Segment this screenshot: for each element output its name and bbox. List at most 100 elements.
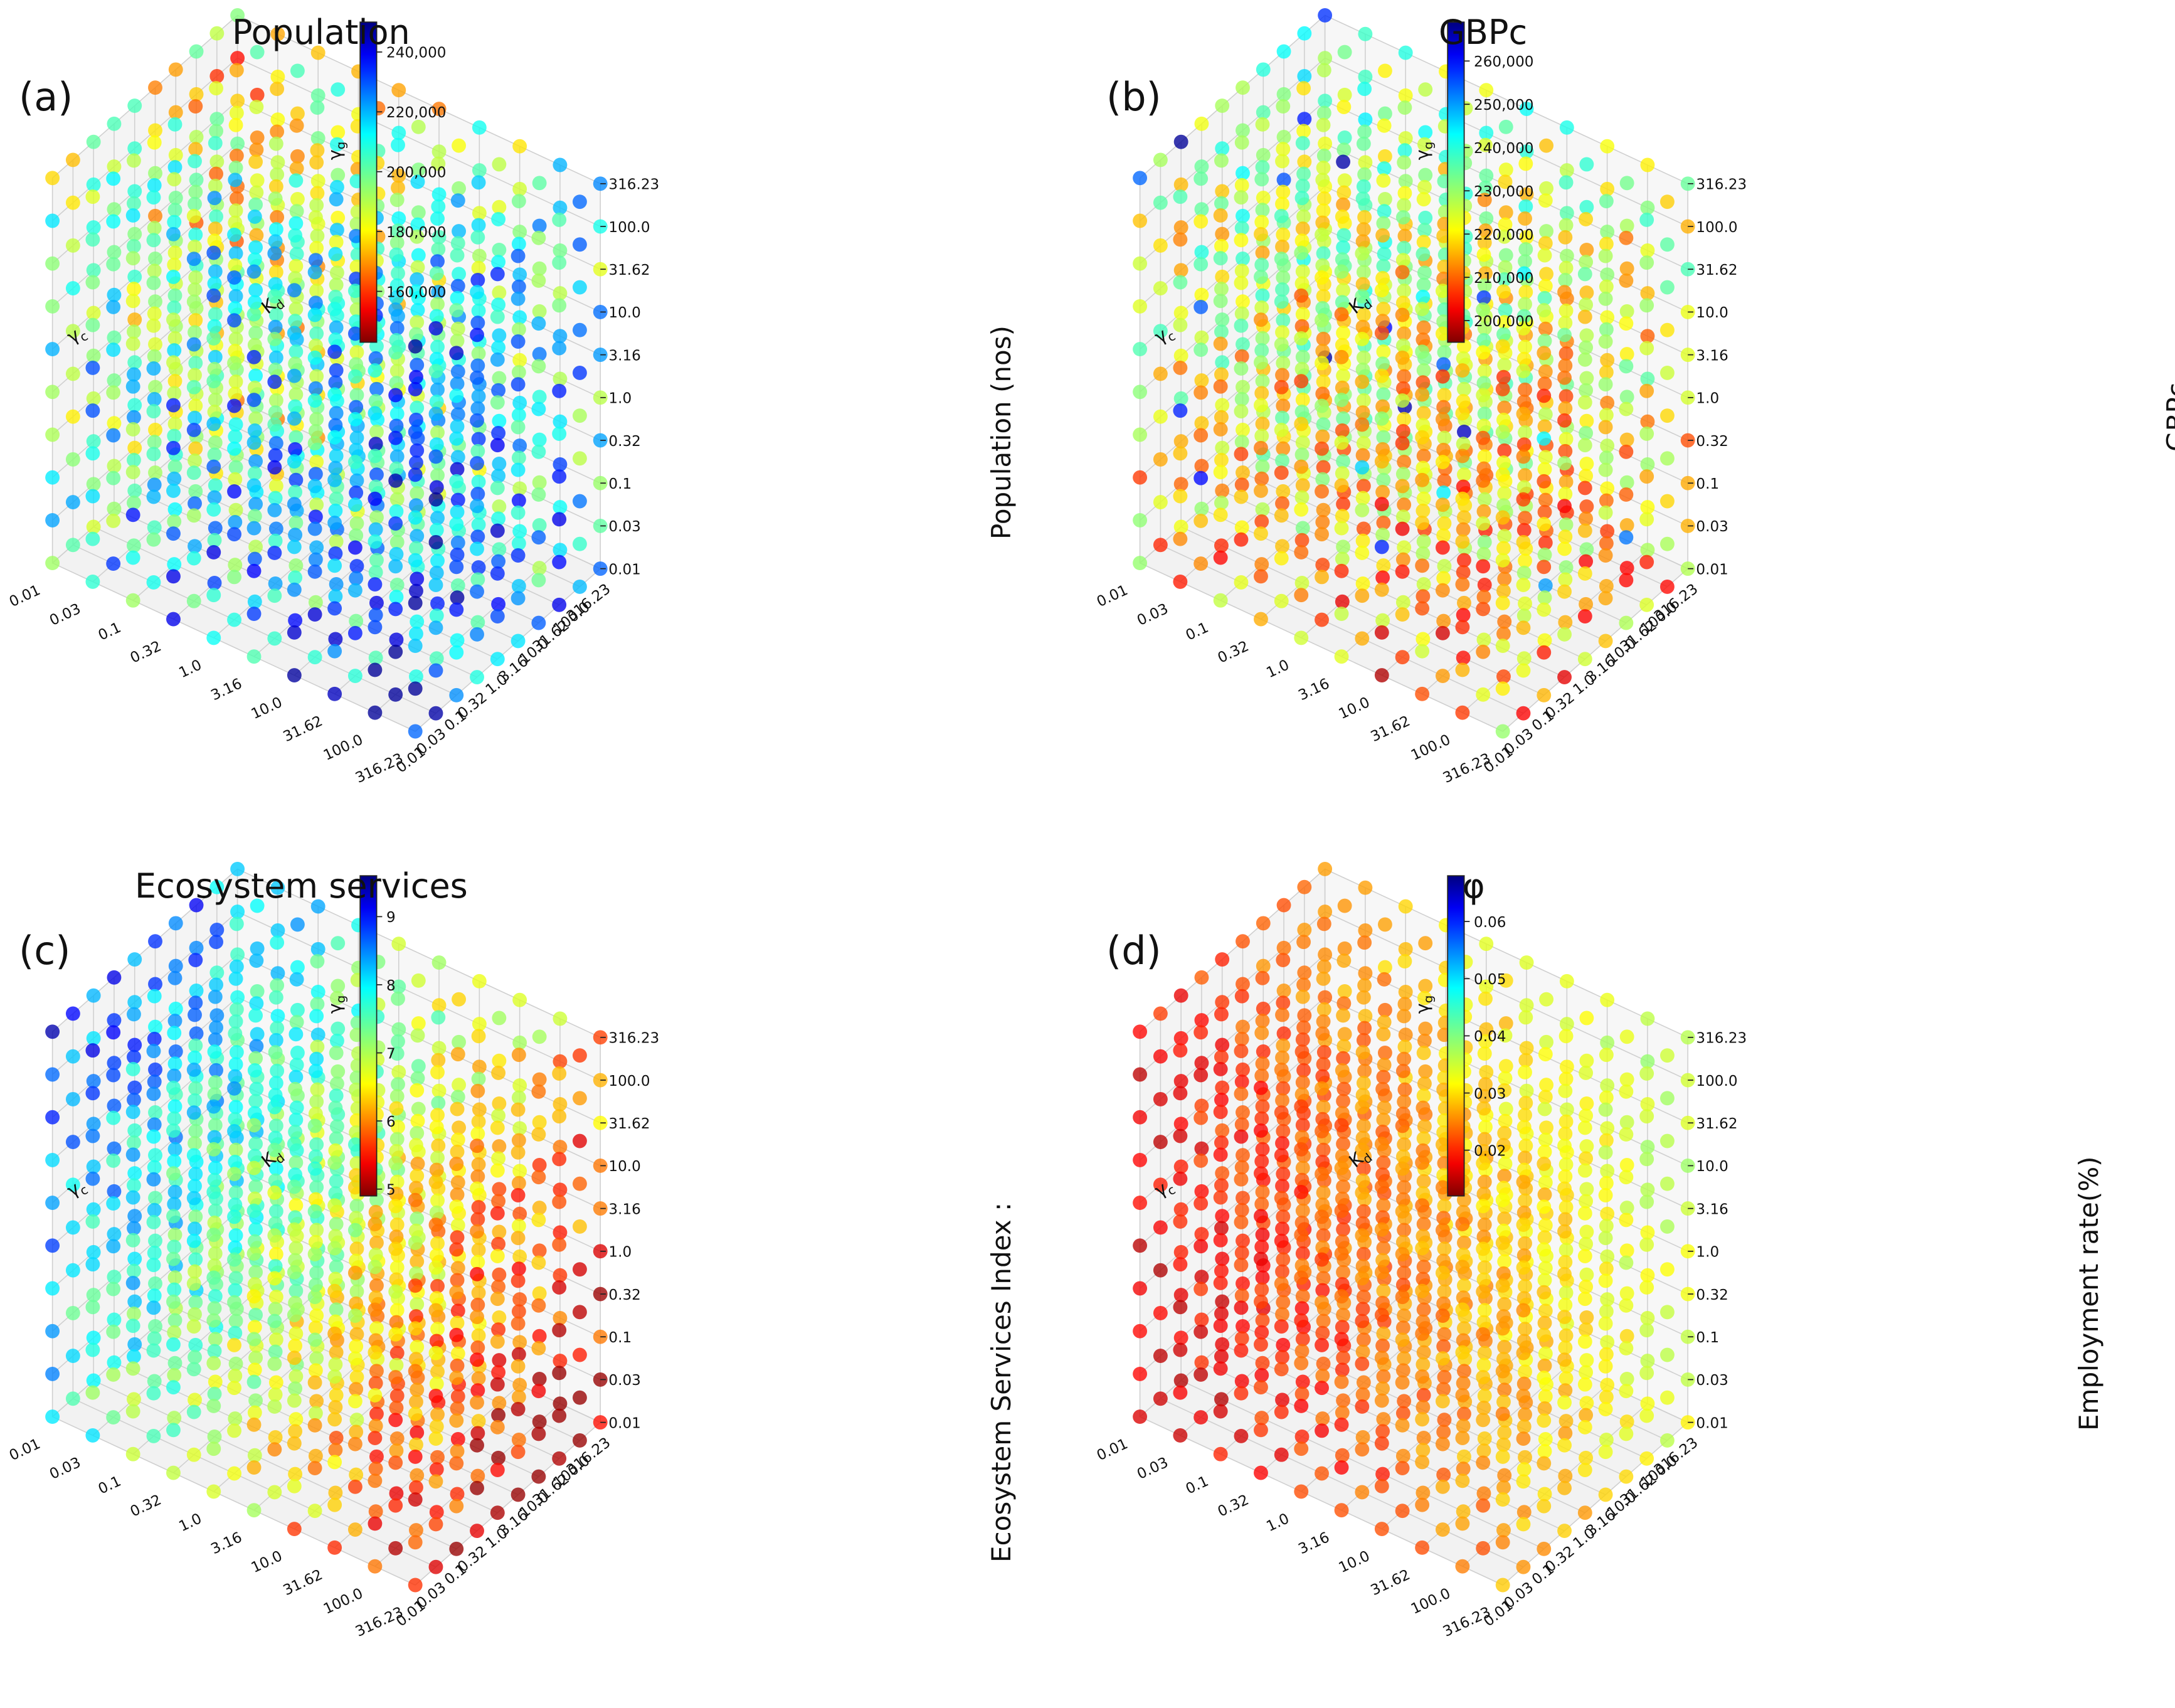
data-point: [1193, 342, 1208, 357]
x-tick-label: 0.1: [96, 620, 124, 644]
data-point: [1375, 1223, 1389, 1237]
data-point: [1133, 385, 1147, 399]
data-point: [1355, 460, 1369, 475]
data-point: [106, 1239, 120, 1253]
data-point: [348, 1480, 362, 1494]
data-point: [1173, 403, 1187, 418]
data-point: [429, 620, 443, 635]
data-point: [1234, 575, 1249, 590]
data-point: [552, 469, 566, 484]
data-point: [470, 1182, 484, 1196]
data-point: [1578, 1206, 1592, 1221]
x-tick-label: 0.03: [1135, 601, 1171, 629]
data-point: [147, 361, 161, 376]
data-point: [247, 1289, 262, 1303]
data-point: [247, 307, 262, 322]
data-point: [1557, 542, 1572, 556]
data-point: [267, 1399, 282, 1414]
data-point: [147, 1215, 161, 1229]
z-tick-label: 3.16: [608, 1201, 640, 1217]
data-point: [1133, 1196, 1147, 1210]
data-point: [1415, 644, 1429, 659]
data-point: [227, 613, 241, 627]
data-point: [1133, 342, 1147, 356]
data-point: [1376, 1027, 1390, 1041]
scatter-3d-svg: 0.010.030.10.321.03.1610.031.62100.0316.…: [0, 854, 1088, 1707]
data-point: [1578, 1463, 1592, 1477]
data-point: [552, 213, 566, 227]
data-point: [1315, 228, 1329, 242]
data-point: [1338, 899, 1352, 913]
data-point: [107, 970, 122, 985]
colorbar-tick-label: 6: [386, 1114, 396, 1130]
data-point: [1335, 521, 1349, 536]
data-point: [430, 211, 445, 226]
data-point: [348, 583, 362, 598]
data-point: [1133, 513, 1147, 528]
data-point: [408, 467, 423, 482]
data-point: [66, 1049, 80, 1064]
data-point: [429, 1260, 443, 1275]
data-point: [552, 1195, 566, 1209]
data-point: [1173, 489, 1187, 504]
data-point: [470, 1396, 484, 1410]
data-point: [1153, 281, 1168, 295]
data-point: [1274, 465, 1289, 480]
data-point: [1639, 1152, 1654, 1166]
data-point: [1619, 1298, 1633, 1313]
data-point: [85, 1386, 100, 1400]
data-point: [126, 422, 140, 437]
data-point: [1355, 417, 1369, 432]
data-point: [1294, 1228, 1308, 1242]
data-point: [531, 402, 546, 416]
z-tick-label: 1.0: [608, 1244, 632, 1261]
data-point: [490, 609, 505, 623]
data-point: [287, 497, 302, 511]
data-point: [1619, 616, 1633, 630]
z-tick-label: 0.03: [608, 519, 640, 535]
z-tick-label: 0.32: [608, 1287, 640, 1303]
data-point: [1499, 120, 1513, 134]
z-tick-label: 100.0: [608, 220, 650, 236]
data-point: [327, 1412, 342, 1426]
data-point: [1579, 1066, 1593, 1080]
data-point: [449, 1542, 463, 1556]
data-point: [1415, 388, 1429, 402]
data-point: [1315, 172, 1330, 187]
data-point: [1356, 191, 1370, 206]
data-point: [1355, 374, 1369, 389]
data-point: [1415, 1455, 1429, 1470]
data-point: [490, 1463, 505, 1477]
colorbar-tick-label: 220,000: [386, 105, 447, 121]
data-point: [106, 1068, 120, 1083]
data-point: [1516, 1346, 1531, 1361]
z-tick-label: 1.0: [1696, 391, 1719, 407]
data-point: [1395, 393, 1410, 408]
data-point: [1234, 1086, 1249, 1101]
data-point: [368, 620, 382, 634]
data-point: [270, 935, 284, 950]
z-tick-label: 0.32: [1696, 1287, 1728, 1303]
data-point: [45, 1153, 60, 1167]
data-point: [187, 294, 201, 309]
data-point: [126, 593, 140, 608]
data-point: [429, 450, 443, 464]
x-tick-label: 10.0: [1336, 1548, 1373, 1576]
data-point: [227, 1124, 241, 1138]
data-point: [472, 1029, 486, 1043]
data-point: [1639, 1066, 1654, 1081]
data-point: [1496, 425, 1510, 439]
data-point: [1516, 1389, 1531, 1403]
data-point: [1537, 1413, 1551, 1428]
data-point: [1153, 196, 1168, 210]
data-point: [269, 137, 283, 151]
data-point: [391, 138, 405, 152]
data-point: [169, 916, 183, 930]
data-point: [227, 270, 241, 285]
data-point: [1660, 1391, 1675, 1405]
data-point: [1174, 135, 1188, 149]
data-point: [531, 1426, 546, 1441]
data-point: [449, 603, 463, 617]
data-point: [1153, 495, 1168, 509]
data-point: [1375, 1350, 1389, 1365]
